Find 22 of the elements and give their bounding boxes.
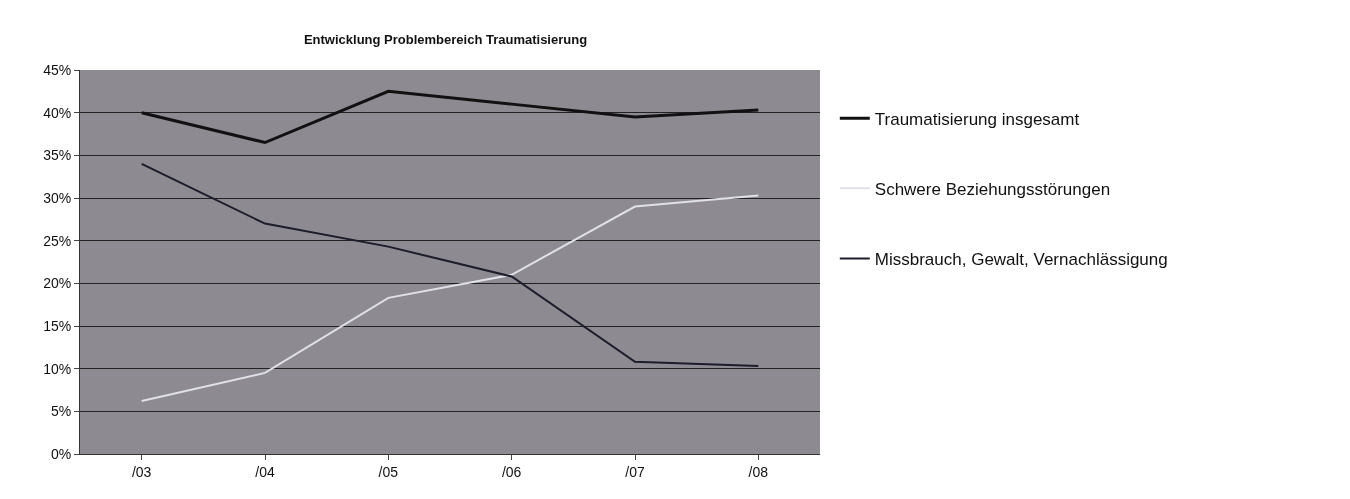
x-tick-label: /05 [378,463,399,480]
line-series [140,194,760,403]
chart-title: Entwicklung Problembereich Traumatisierung [303,32,588,48]
x-tick-label: /04 [255,463,275,480]
legend-label: Missbrauch, Gewalt, Vernachlässigung [874,250,1168,270]
y-tick-label: 0% [50,445,72,462]
legend-label: Traumatisierung insgesamt [874,109,1080,129]
x-tick-label: /03 [131,463,152,480]
y-tick-label: 25% [43,232,72,249]
y-tick-label: 30% [43,189,72,206]
y-tick-label: 20% [43,275,72,292]
y-tick-label: 5% [50,403,72,420]
x-tick-label: /07 [625,463,645,480]
y-tick-label: 40% [43,104,72,121]
y-tick-label: 45% [43,61,72,78]
x-tick-label: /08 [748,463,769,480]
y-tick-label: 35% [43,147,72,164]
y-tick-label: 10% [43,360,72,377]
line-series [140,89,760,145]
x-tick-label: /06 [501,463,522,480]
legend-label: Schwere Beziehungsstörungen [874,180,1111,199]
y-tick-label: 15% [43,317,72,334]
